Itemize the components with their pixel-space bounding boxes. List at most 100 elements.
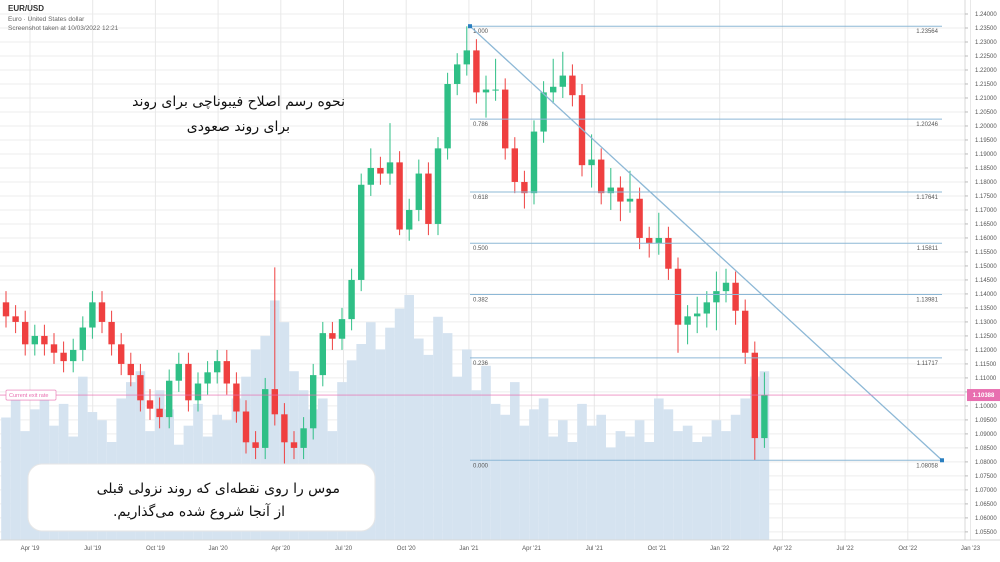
candle-body (386, 162, 394, 174)
y-tick-label: 1.06500 (975, 502, 997, 508)
y-tick-label: 1.21500 (975, 82, 997, 88)
candle-body (761, 394, 768, 439)
candle-body (319, 333, 326, 376)
x-tick-label: Jul '22 (837, 546, 855, 552)
volume-bar (241, 376, 251, 540)
candle-body (175, 363, 182, 381)
candle-body (703, 302, 710, 314)
volume-bar (423, 354, 434, 540)
chart-subtitle: Euro · United States dollar (8, 16, 85, 23)
volume-bar (538, 398, 549, 540)
candle-body (60, 352, 67, 362)
fib-price-label: 1.11717 (917, 361, 939, 367)
x-tick-label: Oct '21 (648, 546, 667, 552)
x-tick-label: Jan '22 (710, 546, 730, 552)
candle-body (406, 209, 413, 230)
current-price-name: Current exit rate (9, 393, 48, 399)
current-price-label: 1.10388 (973, 393, 995, 399)
x-tick-label: Jul '19 (84, 546, 102, 552)
candle-body (281, 414, 288, 443)
candle-body (185, 363, 192, 401)
y-tick-label: 1.24000 (975, 12, 997, 18)
candle-body (252, 442, 259, 448)
y-tick-label: 1.18000 (975, 180, 997, 186)
volume-bar (711, 420, 722, 540)
volume-bar (673, 431, 683, 540)
candle-body (444, 83, 451, 149)
current-price-box (967, 389, 1000, 402)
volume-bar (654, 398, 664, 540)
candle-body (713, 291, 720, 303)
candle-body (732, 282, 739, 311)
x-tick-label: Oct '20 (397, 546, 416, 552)
candle-body (2, 302, 10, 317)
volume-bar (740, 398, 750, 540)
volume-bar (586, 425, 597, 540)
volume-bar (615, 431, 626, 540)
candle-body (262, 389, 269, 448)
y-tick-label: 1.15500 (975, 250, 997, 256)
y-tick-label: 1.13500 (975, 306, 997, 312)
candle-body (137, 375, 144, 401)
x-tick-label: Apr '20 (271, 546, 290, 552)
candle-body (454, 64, 461, 84)
fib-anchor (468, 24, 472, 29)
volume-bar (577, 403, 587, 540)
annotation-text: برای روند صعودی (187, 119, 290, 135)
volume-bar (10, 398, 21, 540)
x-tick-label: Apr '21 (522, 546, 541, 552)
fib-price-label: 1.08058 (916, 463, 938, 469)
fib-price-label: 1.23564 (916, 29, 938, 35)
candle-body (511, 148, 518, 182)
candle-body (550, 86, 557, 93)
y-tick-label: 1.20500 (975, 110, 997, 116)
volume-bar (759, 371, 770, 540)
x-tick-label: Jan '20 (209, 546, 229, 552)
annotation-text: نحوه رسم اصلاح فیبوناچی برای روند (132, 94, 345, 110)
volume-bar (558, 420, 568, 540)
y-tick-label: 1.17000 (975, 208, 997, 214)
candle-body (684, 316, 691, 325)
y-tick-label: 1.23500 (975, 26, 997, 32)
candle-body (636, 198, 643, 238)
volume-bar (500, 414, 510, 540)
volume-bar (682, 425, 693, 540)
volume-bar (644, 442, 654, 540)
y-tick-label: 1.12000 (975, 348, 997, 354)
volume-bar (433, 316, 443, 540)
y-tick-label: 1.08500 (975, 446, 997, 452)
fib-ratio-label: 0.500 (473, 246, 489, 252)
chart-caption: Screenshot taken at 10/03/2022 12:21 (8, 25, 119, 32)
y-tick-label: 1.07500 (975, 474, 997, 480)
volume-bar (78, 376, 88, 540)
candle-body (290, 442, 298, 448)
annotations: نحوه رسم اصلاح فیبوناچی برای روند برای ر… (27, 94, 376, 532)
y-tick-label: 1.16500 (975, 222, 997, 228)
volume-bar (135, 371, 146, 540)
candle-body (521, 181, 528, 194)
fib-price-label: 1.20246 (916, 122, 938, 128)
candle-body (338, 319, 346, 339)
volume-bar (337, 382, 347, 540)
candle-body (204, 372, 211, 384)
candle-body (655, 237, 662, 244)
candle-body (377, 167, 384, 174)
fib-price-label: 1.15811 (917, 246, 939, 252)
candle-body (607, 187, 614, 194)
candle-body (79, 327, 86, 350)
volume-bar (596, 414, 606, 540)
volume-bar (20, 431, 30, 540)
candle-body (588, 159, 595, 166)
candle-body (194, 383, 202, 401)
volume-bar (529, 409, 539, 540)
volume-bar (471, 390, 482, 540)
y-tick-label: 1.07000 (975, 488, 997, 494)
y-tick-label: 1.08000 (975, 460, 997, 466)
y-tick-label: 1.21000 (975, 96, 997, 102)
candle-body (617, 187, 624, 202)
volume-bar (394, 308, 405, 540)
volume-bar (462, 349, 472, 540)
y-tick-label: 1.14500 (975, 278, 997, 284)
fib-trend-line (469, 25, 943, 461)
candle-body (348, 279, 355, 320)
